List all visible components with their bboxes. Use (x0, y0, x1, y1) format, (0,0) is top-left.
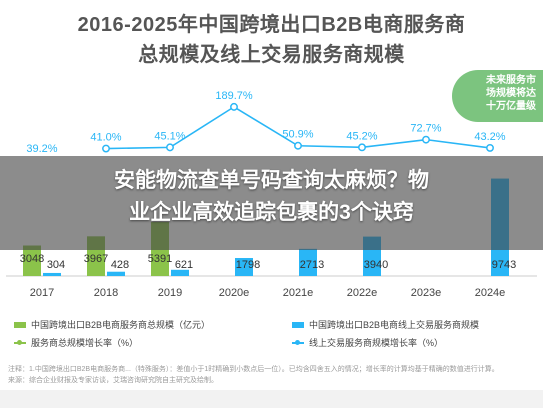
badge-line: 场规模将达 (486, 88, 536, 99)
bar-online-data-label: 621 (175, 259, 193, 271)
legend-item-online-rate: 线上交易服务商规模增长率（%） (292, 336, 443, 349)
point-online-rate (166, 143, 174, 152)
note-line: 注释：1.中国跨境出口B2B电商服务商...（特殊服务）：差值小于1时精确到小数… (8, 366, 499, 373)
rate-data-label: 39.2% (26, 143, 57, 155)
legend-swatch (292, 339, 304, 345)
point-online-rate (294, 141, 302, 150)
bar-online-scale (107, 271, 125, 276)
legend-swatch (292, 321, 304, 328)
bar-online-scale (43, 272, 61, 276)
bar-online-scale (171, 269, 189, 276)
point-online-rate (422, 135, 430, 144)
rate-data-label: 189.7% (215, 90, 253, 102)
x-tick-label: 2017 (30, 287, 54, 299)
source-note: 注释：1.中国跨境出口B2B电商服务商...（特殊服务）：差值小于1时精确到小数… (8, 364, 538, 386)
x-tick-label: 2020e (219, 287, 250, 299)
point-online-rate (230, 102, 238, 111)
rate-data-label: 45.1% (154, 130, 185, 142)
chart-title: 2016-2025年中国跨境出口B2B电商服务商 (77, 14, 466, 36)
x-tick-label: 2022e (347, 287, 378, 299)
x-tick-label: 2021e (283, 287, 314, 299)
point-online-rate (486, 143, 494, 152)
rate-data-label: 41.0% (90, 132, 121, 144)
bar-online-data-label: 9743 (492, 259, 516, 271)
overlay-headline-line: 安能物流查单号码查询太麻烦？物 (114, 169, 429, 192)
badge-line: 十万亿量级 (486, 101, 536, 112)
legend-item-online-scale: 中国跨境出口B2B电商线上交易服务商规模 (292, 318, 479, 331)
rate-data-label: 72.7% (410, 123, 441, 135)
legend-item-total-scale: 中国跨境出口B2B电商服务商总规模（亿元） (14, 318, 210, 331)
point-online-rate (358, 143, 366, 152)
legend-swatch (14, 321, 26, 328)
x-tick-label: 2019 (158, 287, 182, 299)
legend-label: 中国跨境出口B2B电商服务商总规模（亿元） (31, 320, 211, 330)
rate-data-label: 43.2% (474, 131, 505, 143)
footer-band (0, 390, 543, 408)
badge-line: 未来服务市 (486, 75, 536, 86)
bar-online-data-label: 3940 (364, 259, 388, 271)
bar-total-data-label: 3967 (84, 253, 108, 265)
rate-data-label: 50.9% (282, 129, 313, 141)
bar-online-data-label: 1798 (236, 259, 260, 271)
legend-swatch (14, 339, 26, 345)
rate-data-label: 45.2% (346, 130, 377, 142)
forecast-badge: 未来服务市 场规模将达 十万亿量级 (452, 70, 543, 122)
bar-total-scale (23, 245, 41, 276)
chart-subtitle: 总规模及线上交易服务商规模 (138, 44, 405, 66)
legend-label: 线上交易服务商规模增长率（%） (309, 338, 444, 348)
legend-label: 中国跨境出口B2B电商线上交易服务商规模 (309, 320, 480, 330)
x-tick-label: 2024e (475, 287, 506, 299)
x-tick-label: 2023e (411, 287, 442, 299)
bar-online-data-label: 304 (47, 259, 65, 271)
x-tick-label: 2018 (94, 287, 118, 299)
bar-online-data-label: 428 (111, 259, 129, 271)
note-line: 来源：综合企业财报及专家访谈，艾瑞咨询研究院自主研究及绘制。 (8, 377, 218, 384)
bar-online-data-label: 2713 (300, 259, 324, 271)
point-online-rate (102, 144, 110, 153)
bar-total-data-label: 3048 (20, 253, 44, 265)
legend-label: 服务商总规模增长率（%） (31, 338, 139, 348)
overlay-headline-line: 业企业高效追踪包裹的3个诀窍 (129, 201, 414, 224)
bar-total-data-label: 5391 (148, 253, 172, 265)
bar-online-scale (299, 248, 317, 276)
headline-overlay (0, 156, 543, 250)
bar-online-scale (235, 258, 253, 276)
legend-item-total-rate: 服务商总规模增长率（%） (14, 336, 138, 349)
